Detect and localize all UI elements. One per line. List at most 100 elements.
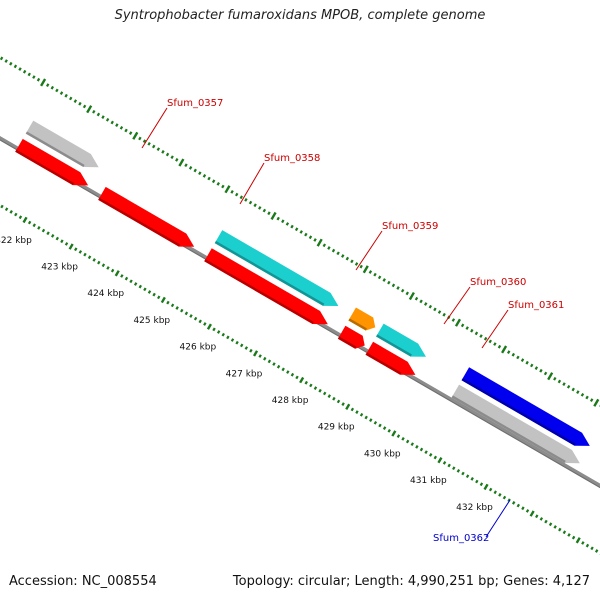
outer-ring-minor-tick (9, 61, 13, 66)
outer-ring-minor-tick (294, 227, 299, 232)
inner-ring-minor-tick (479, 482, 484, 487)
outer-ring-minor-tick (483, 336, 488, 341)
sfum0358-red-arrow (98, 186, 195, 247)
outer-ring-minor-tick (267, 211, 271, 216)
inner-ring-minor-tick (511, 501, 516, 505)
outer-ring-major-tick (362, 265, 369, 274)
inner-ring-major-tick (575, 537, 581, 544)
outer-ring-minor-tick (248, 200, 253, 205)
inner-ring-minor-tick (83, 252, 87, 257)
outer-ring-minor-tick (433, 307, 437, 312)
inner-ring-minor-tick (193, 316, 198, 321)
inner-ring-minor-tick (14, 212, 18, 217)
outer-ring-minor-tick (566, 384, 571, 389)
inner-ring-minor-tick (64, 242, 69, 246)
outer-ring-minor-tick (543, 371, 548, 376)
sfum0361-cyan-arrow (376, 323, 426, 357)
inner-ring-minor-tick (493, 490, 497, 495)
outer-ring-minor-tick (377, 275, 382, 280)
outer-ring-minor-tick (516, 355, 520, 360)
outer-ring-minor-tick (479, 334, 483, 338)
tick-label-430: 430 kbp (364, 449, 401, 459)
inner-ring-minor-tick (465, 474, 470, 479)
inner-ring-minor-tick (378, 423, 382, 428)
tick-label-426: 426 kbp (180, 343, 217, 353)
inner-ring-minor-tick (110, 268, 115, 273)
inner-ring-minor-tick (548, 522, 553, 527)
outer-ring-major-tick (316, 238, 323, 247)
outer-ring-minor-tick (345, 256, 350, 261)
inner-ring-minor-tick (327, 394, 331, 398)
outer-ring-minor-tick (308, 235, 313, 240)
inner-ring-minor-tick (553, 525, 557, 529)
sfum0362-gray-leader (485, 499, 511, 538)
inner-ring-major-tick (299, 376, 305, 384)
outer-ring-minor-tick (207, 176, 211, 181)
tick-label-429: 429 kbp (318, 423, 355, 433)
sfum0360-orange-arrow-edge (348, 318, 367, 331)
tick-label-431: 431 kbp (410, 476, 447, 486)
outer-ring-minor-tick (304, 232, 308, 237)
inner-ring-minor-tick (170, 303, 175, 308)
gene-features (15, 120, 590, 464)
outer-ring-minor-tick (142, 139, 147, 144)
tick-label-422: 422 kbp (0, 236, 32, 246)
outer-ring-major-tick (40, 78, 47, 87)
outer-ring-minor-tick (562, 382, 566, 386)
outer-ring-minor-tick (115, 123, 119, 127)
inner-ring-minor-tick (184, 311, 189, 316)
outer-ring-minor-tick (211, 179, 216, 184)
outer-ring-minor-tick (400, 288, 405, 293)
outer-ring-major-tick (454, 318, 462, 327)
outer-ring-minor-tick (553, 376, 557, 381)
outer-ring-minor-tick (258, 206, 262, 210)
inner-ring-minor-tick (336, 399, 341, 404)
inner-ring-minor-tick (429, 453, 433, 457)
outer-ring-minor-tick (331, 248, 336, 253)
outer-tick-ring (0, 52, 600, 407)
sfum0358-red-leader (239, 162, 265, 205)
inner-ring-minor-tick (594, 549, 599, 553)
outer-ring-minor-tick (262, 208, 267, 213)
outer-ring-minor-tick (221, 184, 225, 189)
inner-ring-minor-tick (516, 503, 521, 508)
sfum0358-red-arrow-edge (98, 197, 181, 247)
inner-ring-minor-tick (212, 327, 216, 332)
inner-ring-minor-tick (166, 300, 170, 305)
inner-ring-minor-tick (92, 258, 96, 262)
outer-ring-minor-tick (82, 104, 87, 109)
outer-ring-minor-tick (13, 64, 18, 69)
inner-ring-minor-tick (203, 322, 207, 326)
inner-ring-minor-tick (244, 346, 249, 350)
inner-ring-minor-tick (470, 477, 474, 481)
outer-ring-minor-tick (69, 96, 73, 101)
outer-ring-minor-tick (336, 251, 340, 256)
inner-ring-minor-tick (318, 388, 322, 393)
inner-ring-minor-tick (562, 530, 567, 535)
inner-ring-minor-tick (544, 519, 548, 524)
inner-ring-minor-tick (50, 234, 55, 238)
inner-ring-minor-tick (198, 319, 202, 324)
inner-ring-minor-tick (332, 396, 336, 401)
inner-ring-minor-tick (590, 546, 594, 551)
inner-ring-minor-tick (369, 418, 373, 422)
map-title: Syntrophobacter fumaroxidans MPOB, compl… (114, 8, 486, 23)
outer-ring-minor-tick (184, 163, 188, 168)
outer-ring-minor-tick (354, 262, 359, 266)
inner-ring-minor-tick (4, 207, 9, 212)
outer-ring-minor-tick (32, 75, 36, 79)
inner-ring-minor-tick (32, 223, 36, 228)
inner-ring-major-tick (114, 270, 120, 277)
outer-ring-minor-tick (290, 224, 294, 229)
sfum0359-cyan-arrow-edge (214, 240, 325, 306)
inner-ring-minor-tick (498, 493, 502, 497)
outer-ring-minor-tick (230, 190, 234, 194)
outer-ring-minor-tick (359, 264, 363, 269)
inner-ring-minor-tick (281, 367, 285, 372)
inner-ring-major-tick (391, 430, 397, 437)
outer-ring-minor-tick (161, 149, 165, 154)
inner-ring-minor-tick (558, 527, 562, 532)
inner-ring-minor-tick (87, 255, 92, 260)
outer-ring-minor-tick (119, 125, 124, 130)
sfum0359-red-arrow (204, 248, 328, 325)
